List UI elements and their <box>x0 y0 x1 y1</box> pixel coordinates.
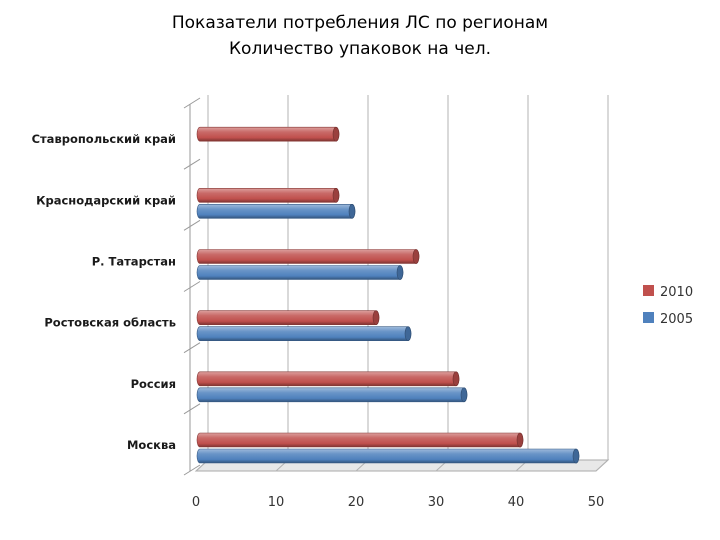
category-label: Россия <box>131 377 176 391</box>
bar-2005-2 <box>196 326 412 341</box>
bar-2010-3 <box>196 249 420 264</box>
bar-2010-1 <box>196 371 460 387</box>
x-tick-label: 20 <box>348 495 365 510</box>
bar-2005-3 <box>196 265 404 280</box>
chart-title-line-2: Количество упаковок на чел. <box>228 39 492 59</box>
bar-2005-1 <box>196 387 468 403</box>
axes <box>183 97 201 476</box>
category-label: Краснодарский край <box>36 193 176 207</box>
bar-2010-0 <box>196 432 524 448</box>
bars <box>196 126 580 464</box>
legend-label: 2010 <box>660 285 693 300</box>
x-tick-label: 0 <box>192 495 200 510</box>
bar-2010-4 <box>196 188 340 203</box>
legend: 2010 2005 <box>643 285 693 327</box>
y-axis-tick <box>183 158 201 170</box>
x-tick-label: 40 <box>508 495 525 510</box>
bar-2010-2 <box>196 310 380 325</box>
category-label: Р. Татарстан <box>92 255 176 269</box>
category-label: Ростовская область <box>44 316 176 330</box>
y-axis-tick <box>183 97 201 109</box>
bar-2010-5 <box>196 126 340 142</box>
y-axis-tick <box>183 219 201 231</box>
x-tick-labels: 0 10 20 30 40 50 <box>192 495 604 510</box>
y-axis-tick <box>183 342 201 354</box>
legend-label: 2005 <box>660 312 693 327</box>
y-axis-tick <box>183 464 201 476</box>
y-axis-tick <box>183 403 201 415</box>
bar-2005-4 <box>196 204 356 219</box>
x-tick-label: 10 <box>268 495 285 510</box>
category-labels: Москва Россия Ростовская область Р. Татарст… <box>32 132 176 452</box>
category-label: Москва <box>127 438 176 452</box>
x-tick-label: 30 <box>428 495 445 510</box>
y-axis-tick <box>183 281 201 292</box>
chart-title-line-1: Показатели потребления ЛС по регионам <box>171 13 549 33</box>
chart-title: Показатели потребления ЛС по регионам Ко… <box>0 10 720 62</box>
chart-back-wall <box>194 95 610 472</box>
legend-swatch <box>643 285 654 296</box>
gridline <box>595 95 609 472</box>
category-label: Ставропольский край <box>32 132 176 146</box>
bar-2005-0 <box>196 448 580 464</box>
legend-swatch <box>643 312 654 323</box>
x-tick-label: 50 <box>588 495 605 510</box>
